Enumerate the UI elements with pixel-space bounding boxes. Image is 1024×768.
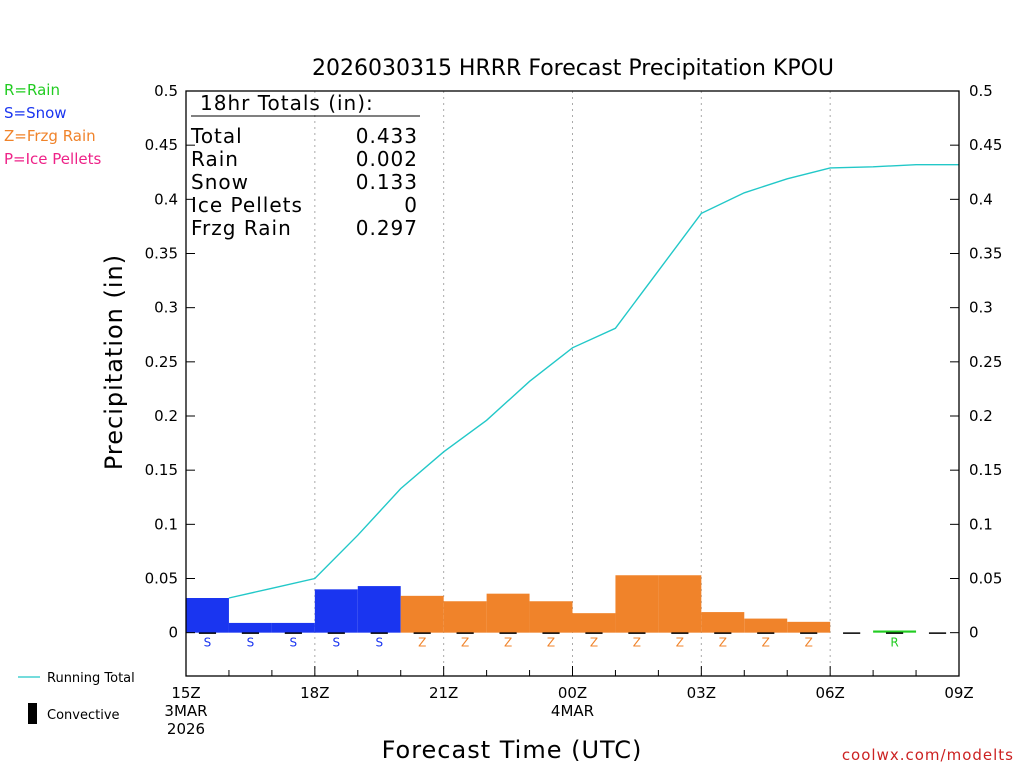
- y-tick-label-left: 0.45: [145, 136, 178, 154]
- ptype-label: Z: [805, 636, 813, 650]
- totals-value-snow: 0.133: [356, 170, 418, 194]
- y-tick-label-left: 0.1: [154, 515, 178, 533]
- precip-bar: [357, 586, 401, 633]
- x-tick-date: 4MAR: [551, 702, 594, 720]
- convective-legend-label: Convective: [47, 708, 120, 723]
- totals-value-ice-pellets: 0: [404, 193, 418, 217]
- y-tick-label-right: 0.3: [969, 299, 993, 317]
- y-tick-label-left: 0.4: [154, 190, 178, 208]
- legend-snow: S=Snow: [4, 104, 67, 122]
- y-tick-label-right: 0.5: [969, 82, 993, 100]
- x-tick-label: 03Z: [687, 684, 716, 702]
- ptype-label: Z: [418, 636, 426, 650]
- x-axis-label: Forecast Time (UTC): [382, 736, 643, 764]
- running-total-legend-label: Running Total: [47, 671, 135, 686]
- plot-frame: [185, 90, 960, 677]
- ptype-label: S: [375, 636, 383, 650]
- y-tick-label-left: 0: [168, 624, 178, 642]
- ptype-label: Z: [461, 636, 469, 650]
- totals-box: 18hr Totals (in): Total 0.433 Rain 0.002…: [190, 91, 420, 240]
- y-tick-label-left: 0.35: [145, 245, 178, 263]
- y-tick-label-right: 0: [969, 624, 979, 642]
- ptype-label: S: [332, 636, 340, 650]
- precip-bar: [873, 630, 917, 633]
- x-tick-label: 09Z: [944, 684, 973, 702]
- ptype-label: Z: [633, 636, 641, 650]
- totals-label-total: Total: [190, 124, 243, 148]
- x-tick-year: 2026: [167, 720, 205, 738]
- x-tick-label: 21Z: [429, 684, 458, 702]
- totals-label-frzg-rain: Frzg Rain: [191, 216, 292, 240]
- ptype-label: Z: [719, 636, 727, 650]
- totals-label-snow: Snow: [191, 170, 249, 194]
- y-tick-label-right: 0.4: [969, 190, 993, 208]
- x-tick-label: 00Z: [558, 684, 587, 702]
- y-tick-label-right: 0.45: [969, 136, 1002, 154]
- x-tick-label: 15Z: [171, 684, 200, 702]
- precip-bar: [186, 598, 229, 633]
- precip-bar: [787, 621, 831, 633]
- y-tick-label-left: 0.3: [154, 299, 178, 317]
- legend-frzg-rain: Z=Frzg Rain: [4, 127, 96, 145]
- ptype-label: S: [290, 636, 298, 650]
- ptype-label: S: [204, 636, 212, 650]
- totals-value-frzg-rain: 0.297: [356, 216, 418, 240]
- totals-label-ice-pellets: Ice Pellets: [191, 193, 303, 217]
- precip-bar: [529, 601, 573, 633]
- legend-rain: R=Rain: [4, 81, 60, 99]
- y-tick-label-right: 0.15: [969, 461, 1002, 479]
- ptype-label: Z: [504, 636, 512, 650]
- legend-ice-pellets: P=Ice Pellets: [4, 150, 101, 168]
- x-tick-label: 06Z: [815, 684, 844, 702]
- x-tick-label: 18Z: [300, 684, 329, 702]
- precip-bar: [658, 575, 702, 633]
- ptype-label: Z: [676, 636, 684, 650]
- precip-bar: [701, 612, 745, 633]
- y-axis-label: Precipitation (in): [100, 254, 128, 470]
- ptype-label: Z: [590, 636, 598, 650]
- ptype-label: S: [247, 636, 255, 650]
- precip-bar: [314, 589, 358, 633]
- totals-label-rain: Rain: [191, 147, 239, 171]
- convective-legend-swatch: [28, 703, 37, 724]
- totals-heading: 18hr Totals (in):: [200, 91, 374, 115]
- y-tick-label-left: 0.5: [154, 82, 178, 100]
- y-tick-label-right: 0.05: [969, 570, 1002, 588]
- x-tick-date: 3MAR: [164, 702, 207, 720]
- precip-bar: [744, 618, 788, 633]
- precip-bar: [271, 622, 315, 633]
- y-tick-label-right: 0.2: [969, 407, 993, 425]
- y-tick-label-right: 0.1: [969, 515, 993, 533]
- totals-value-rain: 0.002: [356, 147, 418, 171]
- y-tick-label-left: 0.05: [145, 570, 178, 588]
- totals-value-total: 0.433: [356, 124, 418, 148]
- running-total-line: [228, 164, 959, 599]
- precip-bar: [228, 622, 272, 633]
- y-tick-label-left: 0.25: [145, 353, 178, 371]
- precip-bar: [400, 595, 444, 633]
- precip-bar: [486, 593, 530, 633]
- y-tick-label-right: 0.25: [969, 353, 1002, 371]
- chart-title: 2026030315 HRRR Forecast Precipitation K…: [312, 56, 834, 81]
- ptype-label: Z: [547, 636, 555, 650]
- credit-text: coolwx.com/modelts: [842, 746, 1014, 764]
- y-tick-label-right: 0.35: [969, 245, 1002, 263]
- y-tick-label-left: 0.2: [154, 407, 178, 425]
- ptype-label: R: [890, 636, 898, 650]
- precip-bar: [572, 613, 616, 633]
- y-tick-label-left: 0.15: [145, 461, 178, 479]
- precip-bar: [615, 575, 659, 633]
- precip-bar: [443, 601, 487, 633]
- ptype-label: Z: [762, 636, 770, 650]
